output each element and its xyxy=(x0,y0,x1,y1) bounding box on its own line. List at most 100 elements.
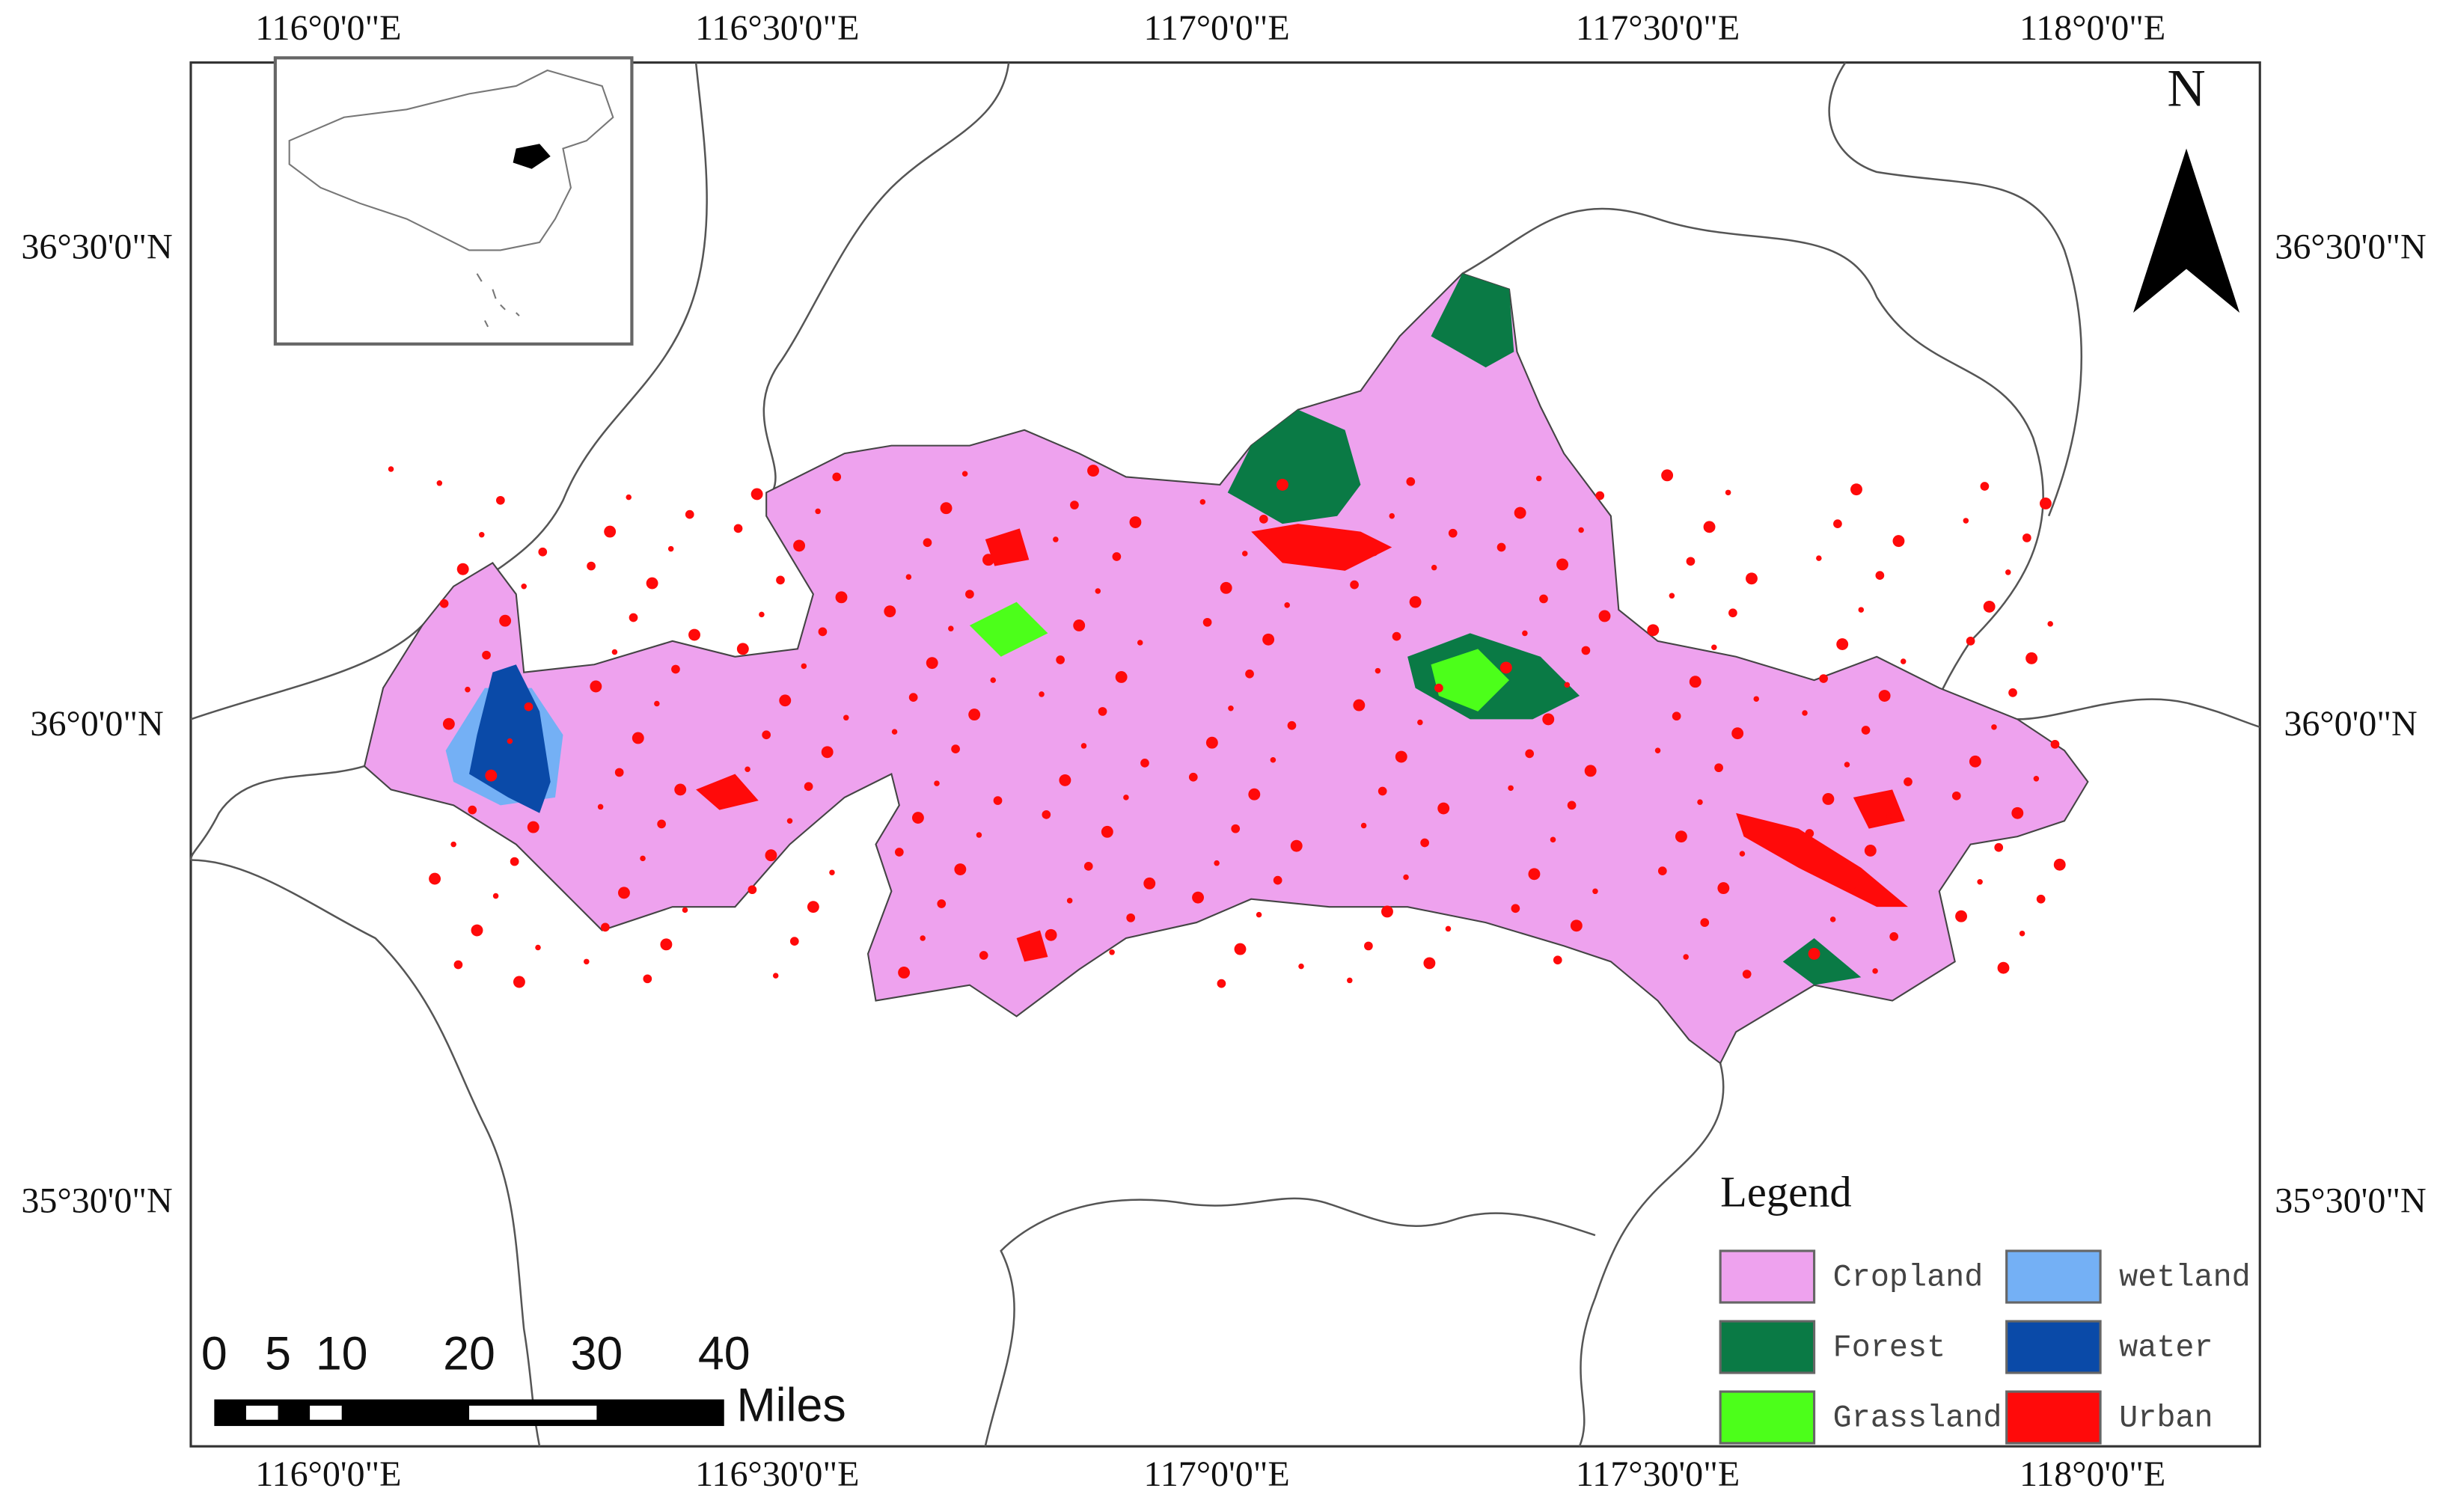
urban-patch xyxy=(671,664,680,674)
urban-patch xyxy=(1980,482,1990,491)
urban-patch xyxy=(1448,528,1458,538)
urban-patch xyxy=(1375,667,1381,674)
urban-patch xyxy=(733,524,743,533)
latitude-label: 36°0'0"N xyxy=(30,704,163,744)
urban-patch xyxy=(736,643,749,655)
urban-patch xyxy=(1248,788,1261,801)
legend-swatch xyxy=(2005,1249,2102,1304)
urban-patch xyxy=(1700,918,1710,927)
urban-patch xyxy=(1073,619,1086,631)
urban-patch xyxy=(1955,910,1967,922)
urban-area xyxy=(1251,524,1392,571)
urban-patch xyxy=(510,857,519,866)
urban-patch xyxy=(793,539,806,552)
urban-patch xyxy=(442,717,455,730)
north-arrow-shape xyxy=(2132,148,2240,313)
urban-patch xyxy=(1140,759,1149,768)
urban-patch xyxy=(527,821,539,833)
boundary xyxy=(189,765,365,860)
urban-patch xyxy=(920,935,926,941)
legend-title: Legend xyxy=(1720,1167,1851,1216)
inset-highlight xyxy=(513,144,551,169)
urban-patch xyxy=(1977,878,1983,885)
legend-label: Grassland xyxy=(1833,1401,2002,1436)
boundary xyxy=(762,62,1010,501)
urban-patch xyxy=(937,899,947,908)
urban-patch xyxy=(1904,777,1913,786)
urban-patch xyxy=(1112,552,1122,561)
urban-patch xyxy=(1364,941,1373,951)
urban-patch xyxy=(1963,518,1969,524)
grassland-area xyxy=(969,602,1048,657)
urban-patch xyxy=(832,472,842,482)
urban-patch xyxy=(1878,690,1891,702)
urban-patch xyxy=(829,869,835,875)
urban-patch xyxy=(976,832,982,838)
urban-patch xyxy=(1675,830,1687,843)
forest-area xyxy=(1782,937,1862,985)
urban-patch xyxy=(1353,699,1366,711)
urban-patch xyxy=(948,625,954,631)
urban-patch xyxy=(1728,608,1737,618)
latitude-label: 36°0'0"N xyxy=(2284,704,2417,744)
urban-patch xyxy=(1595,491,1605,501)
urban-patch xyxy=(1406,477,1416,486)
urban-patch xyxy=(1578,527,1584,533)
urban-patch xyxy=(1535,475,1542,482)
urban-patch xyxy=(1066,898,1073,904)
urban-patch xyxy=(801,663,807,670)
urban-patch xyxy=(911,812,924,824)
urban-patch xyxy=(762,730,771,740)
urban-patch xyxy=(1234,943,1247,955)
urban-patch xyxy=(1262,633,1275,646)
urban-patch xyxy=(1669,593,1675,599)
urban-patch xyxy=(507,738,513,744)
urban-patch xyxy=(1360,822,1367,829)
latitude-label: 36°30'0"N xyxy=(21,227,172,266)
urban-patch xyxy=(1714,763,1723,773)
urban-patch xyxy=(1256,911,1262,918)
urban-patch xyxy=(1731,727,1744,740)
urban-patch xyxy=(495,495,505,505)
longitude-label: 116°0'0"E xyxy=(255,1454,401,1494)
urban-patch xyxy=(646,577,658,590)
legend-swatch xyxy=(1719,1390,1816,1445)
urban-patch xyxy=(1217,979,1226,988)
urban-patch xyxy=(747,885,757,895)
urban-patch xyxy=(1053,536,1059,542)
urban-patch xyxy=(587,561,596,571)
urban-area xyxy=(696,774,759,810)
legend-label: wetland xyxy=(2119,1260,2251,1296)
urban-patch xyxy=(818,627,828,637)
urban-patch xyxy=(898,967,911,979)
urban-patch xyxy=(1389,512,1395,519)
urban-patch xyxy=(926,657,938,670)
urban-patch xyxy=(1270,756,1276,763)
latitude-label: 35°30'0"N xyxy=(2275,1181,2426,1220)
urban-patch xyxy=(1392,631,1401,641)
urban-patch xyxy=(993,796,1003,805)
boundary xyxy=(190,859,541,1447)
urban-patch xyxy=(776,575,785,585)
boundary xyxy=(1828,61,2082,517)
urban-patch xyxy=(1528,868,1541,881)
urban-patch xyxy=(1059,774,1071,786)
north-arrow: N xyxy=(2132,60,2240,313)
urban-patch xyxy=(1875,571,1885,580)
urban-patch xyxy=(629,613,638,622)
urban-patch xyxy=(535,944,541,951)
urban-patch xyxy=(654,700,660,707)
urban-patch xyxy=(1123,795,1129,801)
urban-patch xyxy=(604,525,617,538)
urban-patch xyxy=(1276,478,1288,491)
urban-patch xyxy=(611,649,618,655)
urban-patch xyxy=(1711,644,1717,651)
urban-patch xyxy=(1872,968,1878,974)
urban-patch xyxy=(1080,743,1087,749)
urban-patch xyxy=(1892,535,1905,548)
urban-patch xyxy=(1661,469,1674,482)
legend-label: Forest xyxy=(1833,1330,1946,1366)
boundaries xyxy=(189,61,2260,1447)
urban-patch xyxy=(1231,824,1241,833)
urban-patch xyxy=(2019,930,2025,937)
